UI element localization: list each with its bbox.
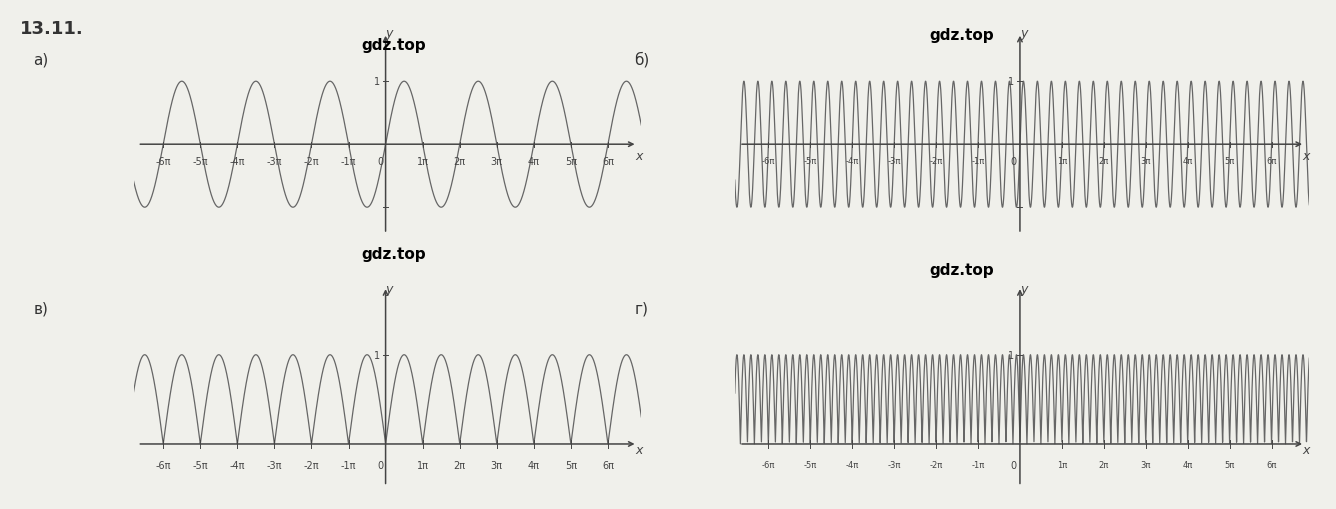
Text: 13.11.: 13.11. bbox=[20, 20, 84, 38]
Text: -4π: -4π bbox=[230, 156, 244, 166]
Text: x: x bbox=[1303, 150, 1309, 163]
Text: -6π: -6π bbox=[762, 460, 775, 469]
Text: -2π: -2π bbox=[930, 156, 943, 165]
Text: -3π: -3π bbox=[887, 156, 900, 165]
Text: 1: 1 bbox=[374, 77, 379, 87]
Text: -3π: -3π bbox=[887, 460, 900, 469]
Text: 1: 1 bbox=[374, 350, 379, 360]
Text: -5π: -5π bbox=[804, 156, 816, 165]
Text: -1π: -1π bbox=[971, 460, 985, 469]
Text: 6π: 6π bbox=[1267, 460, 1277, 469]
Text: -5π: -5π bbox=[192, 460, 208, 470]
Text: 0: 0 bbox=[1010, 156, 1017, 166]
Text: 4π: 4π bbox=[1182, 460, 1193, 469]
Text: 1π: 1π bbox=[1057, 460, 1067, 469]
Text: -5π: -5π bbox=[192, 156, 208, 166]
Text: -1π: -1π bbox=[341, 156, 357, 166]
Text: x: x bbox=[635, 443, 643, 456]
Text: 0: 0 bbox=[377, 460, 383, 470]
Text: 5π: 5π bbox=[565, 156, 577, 166]
Text: 1π: 1π bbox=[1057, 156, 1067, 165]
Text: г): г) bbox=[635, 301, 648, 316]
Text: 2π: 2π bbox=[1098, 460, 1109, 469]
Text: gdz.top: gdz.top bbox=[930, 28, 994, 43]
Text: -2π: -2π bbox=[303, 460, 319, 470]
Text: 1π: 1π bbox=[417, 460, 429, 470]
Text: -6π: -6π bbox=[155, 156, 171, 166]
Text: -4π: -4π bbox=[846, 460, 859, 469]
Text: 6π: 6π bbox=[1267, 156, 1277, 165]
Text: 4π: 4π bbox=[1182, 156, 1193, 165]
Text: gdz.top: gdz.top bbox=[362, 247, 426, 262]
Text: 3π: 3π bbox=[490, 156, 502, 166]
Text: 6π: 6π bbox=[603, 460, 615, 470]
Text: -4π: -4π bbox=[846, 156, 859, 165]
Text: 5π: 5π bbox=[1225, 460, 1234, 469]
Text: -2π: -2π bbox=[930, 460, 943, 469]
Text: -5π: -5π bbox=[804, 460, 816, 469]
Text: 3π: 3π bbox=[1141, 156, 1150, 165]
Text: -1π: -1π bbox=[341, 460, 357, 470]
Text: y: y bbox=[385, 282, 393, 295]
Text: x: x bbox=[635, 150, 643, 163]
Text: 2π: 2π bbox=[454, 460, 466, 470]
Text: 3π: 3π bbox=[1141, 460, 1150, 469]
Text: 1: 1 bbox=[1007, 77, 1014, 87]
Text: 1π: 1π bbox=[417, 156, 429, 166]
Text: y: y bbox=[385, 27, 393, 40]
Text: -6π: -6π bbox=[762, 156, 775, 165]
Text: 6π: 6π bbox=[603, 156, 615, 166]
Text: -6π: -6π bbox=[155, 460, 171, 470]
Text: -1π: -1π bbox=[971, 156, 985, 165]
Text: y: y bbox=[1019, 282, 1027, 295]
Text: gdz.top: gdz.top bbox=[362, 38, 426, 53]
Text: -4π: -4π bbox=[230, 460, 244, 470]
Text: gdz.top: gdz.top bbox=[930, 262, 994, 277]
Text: 4π: 4π bbox=[528, 156, 540, 166]
Text: 1: 1 bbox=[1007, 350, 1014, 360]
Text: 4π: 4π bbox=[528, 460, 540, 470]
Text: x: x bbox=[1303, 443, 1309, 456]
Text: -3π: -3π bbox=[267, 156, 282, 166]
Text: a): a) bbox=[33, 52, 48, 67]
Text: в): в) bbox=[33, 301, 48, 316]
Text: -2π: -2π bbox=[303, 156, 319, 166]
Text: 2π: 2π bbox=[454, 156, 466, 166]
Text: 5π: 5π bbox=[565, 460, 577, 470]
Text: 2π: 2π bbox=[1098, 156, 1109, 165]
Text: y: y bbox=[1019, 27, 1027, 40]
Text: 3π: 3π bbox=[490, 460, 502, 470]
Text: 0: 0 bbox=[1010, 460, 1017, 470]
Text: -3π: -3π bbox=[267, 460, 282, 470]
Text: 0: 0 bbox=[377, 156, 383, 166]
Text: б): б) bbox=[635, 51, 649, 67]
Text: 5π: 5π bbox=[1225, 156, 1234, 165]
